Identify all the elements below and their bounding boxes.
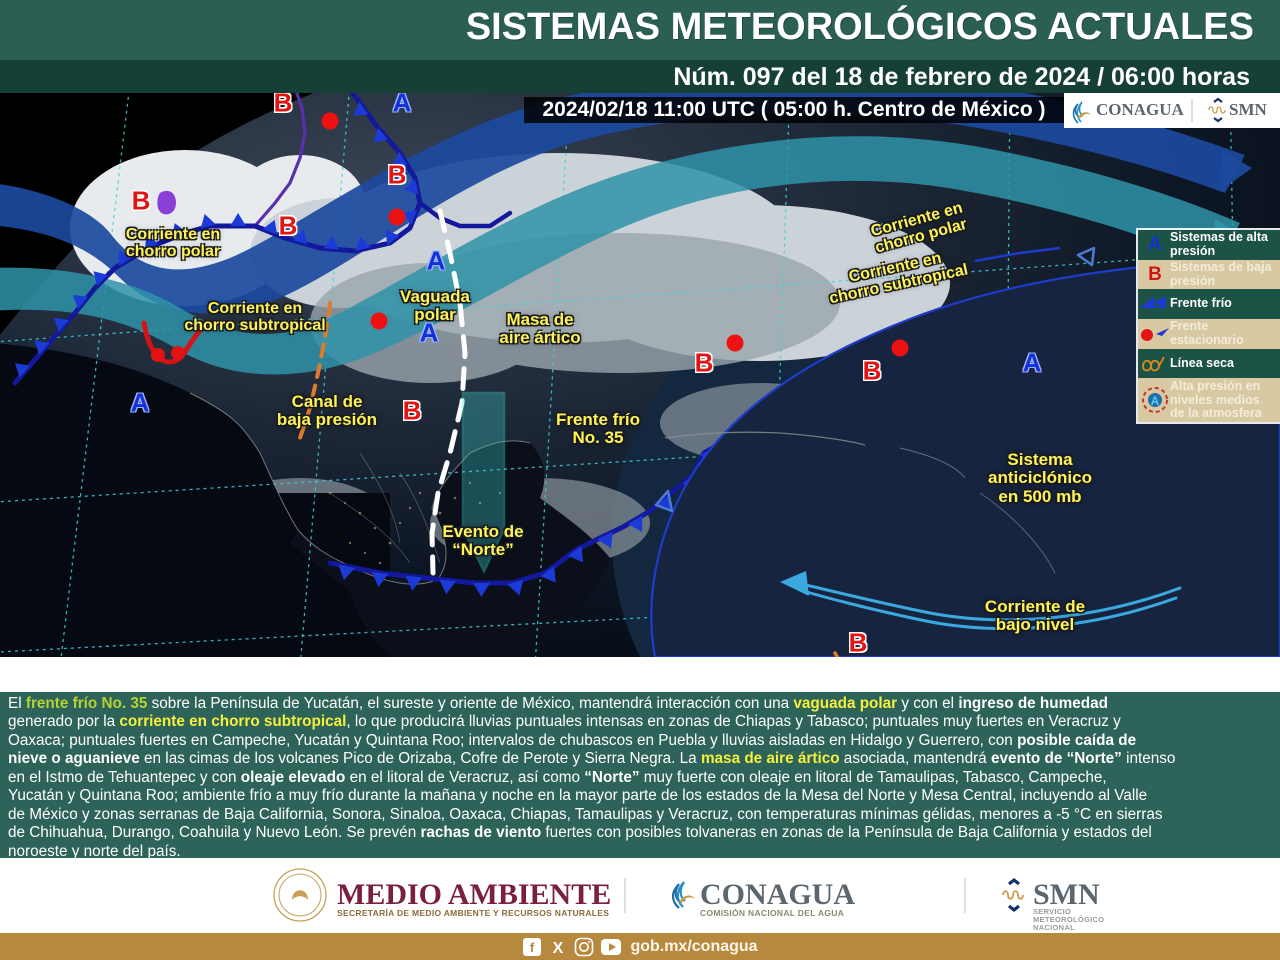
- svg-text:SECRETARÍA DE MEDIO AMBIENTE Y: SECRETARÍA DE MEDIO AMBIENTE Y RECURSOS …: [337, 908, 609, 918]
- svg-text:SMN: SMN: [1229, 100, 1268, 119]
- svg-text:COMISIÓN NACIONAL DEL AGUA: COMISIÓN NACIONAL DEL AGUA: [700, 907, 844, 918]
- svg-text:CONAGUA: CONAGUA: [1096, 100, 1185, 119]
- svg-text:MEDIO AMBIENTE: MEDIO AMBIENTE: [337, 878, 611, 911]
- svg-text:X: X: [553, 940, 564, 957]
- svg-text:A: A: [1151, 394, 1160, 408]
- svg-text:CONAGUA: CONAGUA: [700, 878, 855, 911]
- svg-text:NACIONAL: NACIONAL: [1033, 923, 1075, 932]
- svg-text:f: f: [530, 940, 535, 955]
